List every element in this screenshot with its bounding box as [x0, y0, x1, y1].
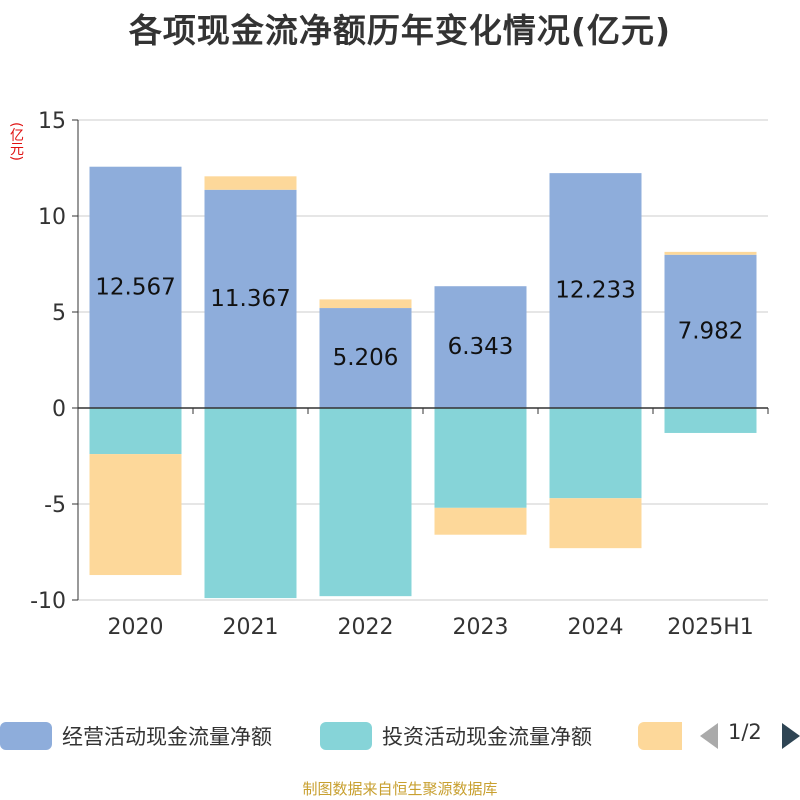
bar-2023-series-1[interactable] [434, 408, 527, 508]
x-tick-label-2023: 2023 [453, 615, 509, 640]
bar-2024-series-2[interactable] [549, 498, 642, 549]
bar-2025H1-series-0[interactable] [664, 254, 757, 408]
bar-2022-series-0[interactable] [319, 308, 412, 408]
bar-2021-series-1[interactable] [204, 408, 297, 599]
legend-swatch-financing [638, 722, 682, 750]
legend: 经营活动现金流量净额 投资活动现金流量净额 [0, 716, 800, 756]
legend-page-indicator: 1/2 [728, 720, 762, 744]
bar-2022-series-2[interactable] [319, 299, 412, 309]
data-label-2023: 6.343 [448, 334, 514, 360]
bar-2023-series-0[interactable] [434, 286, 527, 408]
legend-swatch-operating [0, 722, 52, 750]
chart-title: 各项现金流净额历年变化情况(亿元) [128, 11, 672, 50]
legend-item-operating[interactable]: 经营活动现金流量净额 [0, 716, 272, 756]
bar-2020-series-2[interactable] [89, 454, 182, 576]
y-tick-label: 5 [52, 301, 66, 326]
y-tick-label: 10 [38, 205, 66, 230]
legend-item-investing[interactable]: 投资活动现金流量净额 [320, 716, 592, 756]
y-axis-unit: (亿元) [8, 122, 24, 161]
bar-2021-series-2[interactable] [204, 176, 297, 190]
bar-2022-series-1[interactable] [319, 408, 412, 597]
axes: 15 10 5 0 -5 -10 2020 2021 2022 2023 2024 2025H1 [30, 109, 769, 640]
bar-2023-series-2[interactable] [434, 507, 527, 535]
legend-label-operating: 经营活动现金流量净额 [62, 725, 272, 749]
bar-2024-series-0[interactable] [549, 173, 642, 408]
y-tick-label: 15 [38, 109, 66, 134]
bar-2025H1-series-2[interactable] [664, 251, 757, 255]
x-tick-label-2020: 2020 [108, 615, 164, 640]
legend-label-investing: 投资活动现金流量净额 [382, 725, 592, 749]
data-label-2025H1: 7.982 [678, 318, 744, 344]
data-label-2024: 12.233 [555, 278, 635, 304]
data-labels: 12.567 11.367 5.206 6.343 12.233 7.982 [95, 274, 743, 371]
x-tick-label-2025H1: 2025H1 [667, 615, 754, 640]
gridlines [78, 119, 768, 601]
bar-chart: 15 10 5 0 -5 -10 2020 2021 2022 2023 2024 2025H1 12… [30, 109, 769, 640]
bar-2020-series-0[interactable] [89, 166, 182, 408]
bar-2025H1-series-1[interactable] [664, 408, 757, 433]
y-tick-label: -10 [30, 589, 66, 614]
data-label-2020: 12.567 [95, 274, 175, 300]
y-tick-label: 0 [52, 397, 66, 422]
x-tick-label-2024: 2024 [568, 615, 624, 640]
x-tick-label-2022: 2022 [338, 615, 394, 640]
data-label-2021: 11.367 [210, 286, 290, 312]
y-tick-label: -5 [44, 493, 66, 518]
bar-2021-series-0[interactable] [204, 189, 297, 408]
x-tick-label-2021: 2021 [223, 615, 279, 640]
bar-2024-series-1[interactable] [549, 408, 642, 499]
bar-2020-series-1[interactable] [89, 408, 182, 455]
legend-prev-page-icon[interactable] [700, 723, 718, 749]
data-label-2022: 5.206 [333, 345, 399, 371]
legend-next-page-icon[interactable] [782, 723, 800, 749]
legend-item-financing[interactable] [638, 716, 692, 756]
bars [89, 166, 757, 599]
source-footer: 制图数据来自恒生聚源数据库 [302, 780, 498, 798]
legend-swatch-investing [320, 722, 372, 750]
